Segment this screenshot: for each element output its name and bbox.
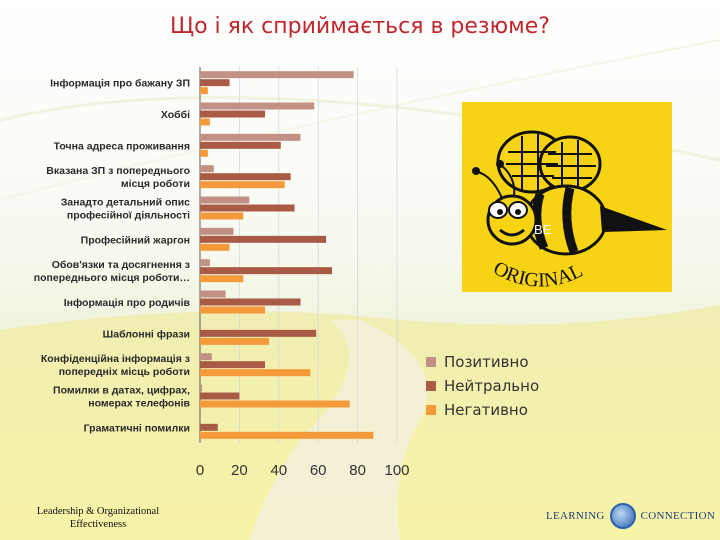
bar-negative-7 (200, 275, 244, 283)
x-tick-label: 80 (349, 462, 366, 479)
category-label-9: Шаблонні фрази (103, 328, 190, 340)
bar-neutral-5 (200, 204, 295, 212)
category-label-1: Інформація про бажану ЗП (50, 78, 190, 90)
bar-negative-8 (200, 306, 266, 314)
be-text: BE (534, 222, 552, 237)
bar-negative-2 (200, 118, 210, 126)
bar-neutral-10 (200, 361, 266, 369)
category-label-7: Обов'язки та досягнення з (52, 259, 190, 271)
bar-neutral-4 (200, 173, 291, 181)
bar-neutral-3 (200, 141, 281, 149)
original-textpath: ORIGINAL (490, 257, 586, 292)
bar-positive-7 (200, 259, 210, 267)
bar-neutral-8 (200, 298, 301, 306)
footer-left-line2: Effectiveness (69, 519, 127, 530)
legend-label-positive: Позитивно (444, 353, 529, 371)
bar-neutral-9 (200, 329, 317, 337)
logo-word-connection: CONNECTION (640, 510, 716, 522)
slide-title: Що і як сприймається в резюме? (170, 14, 550, 39)
bar-negative-9 (200, 337, 269, 345)
chart-legend: Позитивно Нейтрально Негативно (426, 350, 539, 422)
bar-negative-1 (200, 87, 208, 95)
footer-left-text: Leadership & Organizational Effectivenes… (28, 505, 168, 531)
bar-positive-11 (200, 384, 202, 392)
bar-positive-8 (200, 290, 226, 298)
category-label-10: попередніх місць роботи (59, 366, 190, 378)
bar-negative-4 (200, 181, 285, 189)
bar-negative-5 (200, 212, 244, 220)
category-label-6: Професійний жаргон (81, 234, 190, 246)
bar-neutral-12 (200, 423, 218, 431)
legend-item-positive: Позитивно (426, 350, 539, 374)
category-label-4: місця роботи (121, 178, 190, 190)
x-tick-labels: 0 20 40 60 80 100 (196, 462, 410, 479)
bar-negative-11 (200, 400, 350, 408)
legend-item-neutral: Нейтрально (426, 374, 539, 398)
category-label-12: Граматичні помилки (84, 422, 190, 434)
x-tick-label: 60 (310, 462, 327, 479)
legend-swatch-positive (426, 357, 436, 367)
bee-icon: BE ORIGINAL (472, 130, 667, 292)
bar-negative-10 (200, 369, 311, 377)
category-label-8: Інформація про родичів (64, 297, 191, 309)
logo-word-learning: LEARNING (546, 510, 605, 522)
category-labels: Інформація про бажану ЗП Хоббі Точна адрес… (34, 78, 191, 435)
bar-negative-12 (200, 431, 374, 439)
x-tick-label: 40 (270, 462, 287, 479)
bar-positive-2 (200, 102, 315, 110)
category-label-11: Помилки в датах, цифрах, (53, 385, 190, 397)
bar-negative-3 (200, 149, 208, 157)
legend-label-negative: Негативно (444, 401, 528, 419)
bar-positive-4 (200, 165, 214, 173)
footer-left-line1: Leadership & Organizational (36, 506, 160, 517)
legend-item-negative: Негативно (426, 398, 539, 422)
bee-original-image: BE ORIGINAL (462, 102, 672, 292)
x-tick-label: 20 (231, 462, 248, 479)
chart-gridlines (199, 67, 398, 443)
category-label-11: номерах телефонів (88, 398, 190, 410)
category-label-10: Конфіденційна інформація з (41, 353, 190, 365)
category-label-5: Занадто детальний опис (61, 197, 190, 209)
bar-positive-6 (200, 227, 234, 235)
category-label-2: Хоббі (161, 109, 190, 121)
bar-neutral-6 (200, 235, 327, 243)
bar-positive-3 (200, 133, 301, 141)
bar-positive-5 (200, 196, 250, 204)
x-tick-label: 0 (196, 462, 204, 479)
globe-icon (609, 503, 636, 529)
bar-positive-1 (200, 71, 354, 79)
legend-swatch-neutral (426, 381, 436, 391)
chart-bars (200, 71, 374, 439)
category-label-7: попереднього місця роботи… (34, 272, 190, 284)
category-label-4: Вказана ЗП з попереднього (46, 165, 190, 177)
bar-positive-10 (200, 353, 212, 361)
category-label-5: професійної діяльності (67, 210, 190, 222)
bar-negative-6 (200, 243, 230, 251)
legend-swatch-negative (426, 405, 436, 415)
legend-label-neutral: Нейтрально (444, 377, 540, 395)
x-tick-label: 100 (384, 462, 409, 479)
bar-neutral-7 (200, 267, 332, 275)
learning-connection-logo: LEARNING CONNECTION (546, 503, 715, 529)
bar-neutral-2 (200, 110, 266, 118)
original-text: ORIGINAL (490, 257, 586, 292)
category-label-3: Точна адреса проживання (54, 140, 190, 152)
bar-neutral-1 (200, 79, 230, 87)
bar-neutral-11 (200, 392, 240, 400)
